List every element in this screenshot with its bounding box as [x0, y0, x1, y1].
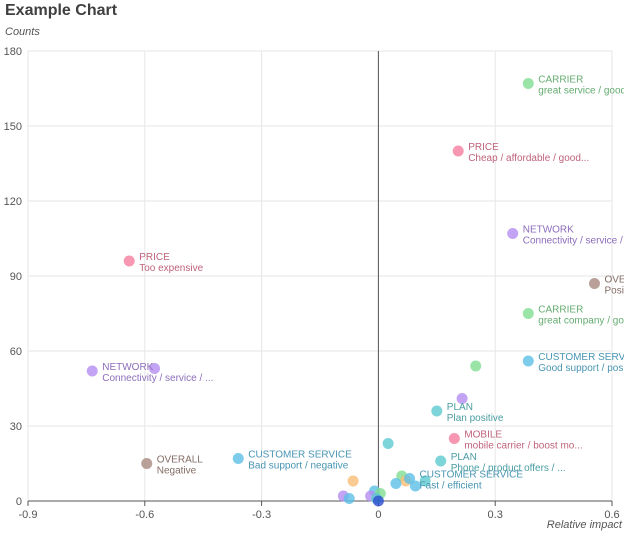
data-point-sublabel: mobile carrier / boost mo...	[464, 441, 582, 452]
data-point-label: OVER...	[604, 275, 624, 286]
data-point-sublabel: great service / good s...	[538, 86, 624, 97]
data-point	[86, 365, 98, 377]
data-point-label: PLAN	[447, 402, 473, 413]
data-point-label: PLAN	[451, 452, 477, 463]
data-point	[123, 255, 135, 267]
data-point-annotation: OVER...Positi...	[604, 275, 624, 297]
data-point	[522, 78, 534, 89]
data-point-sublabel: Connectivity / service / ...	[102, 373, 213, 384]
data-point	[435, 455, 447, 467]
data-point	[347, 475, 359, 487]
data-point	[149, 363, 161, 374]
data-point	[452, 145, 464, 157]
data-point-annotation: CUSTOMER SERVI...Good support / positiv.…	[538, 352, 624, 374]
data-point-label: NETWORK	[523, 225, 574, 236]
chart-title: Example Chart	[5, 2, 118, 19]
data-point	[470, 360, 482, 372]
data-point	[522, 308, 534, 319]
data-point-label: PRICE	[468, 142, 499, 153]
y-axis-label: Counts	[5, 26, 40, 38]
data-point	[456, 393, 468, 404]
data-point	[507, 228, 519, 239]
data-point	[343, 493, 355, 504]
data-point-label: PRICE	[139, 252, 170, 263]
x-tick-label: -0.9	[19, 509, 38, 521]
data-point-label: CUSTOMER SERVICE	[420, 470, 524, 481]
data-point-sublabel: Positi...	[604, 286, 624, 297]
data-point-label: CUSTOMER SERVICE	[248, 450, 352, 461]
data-point-sublabel: Cheap / affordable / good...	[468, 153, 589, 164]
data-point	[232, 453, 244, 464]
x-tick-label: -0.3	[252, 509, 271, 521]
y-tick-label: 150	[4, 121, 22, 133]
data-point	[448, 433, 460, 444]
data-point-sublabel: Too expensive	[139, 263, 203, 274]
data-point	[390, 478, 402, 489]
data-point	[419, 475, 431, 487]
y-tick-label: 60	[10, 346, 22, 358]
data-point	[522, 355, 534, 367]
x-tick-label: -0.6	[135, 509, 154, 521]
x-tick-label: 0	[375, 509, 381, 521]
data-point-sublabel: Plan positive	[447, 413, 504, 424]
data-point-label: MOBILE	[464, 430, 502, 441]
data-point-sublabel: Negative	[157, 466, 197, 477]
data-point-label: CARRIER	[538, 75, 583, 86]
data-point-label: NETWORK	[102, 362, 153, 373]
data-point	[141, 458, 153, 469]
data-point-sublabel: Fast / efficient	[420, 481, 482, 492]
y-tick-label: 90	[10, 271, 22, 283]
data-point-label: CUSTOMER SERVI...	[538, 352, 624, 363]
y-tick-label: 120	[4, 196, 22, 208]
data-point-label: CARRIER	[538, 305, 583, 316]
data-point-sublabel: Good support / positiv...	[538, 363, 624, 374]
data-point-sublabel: Bad support / negative	[248, 461, 349, 472]
data-point	[588, 278, 600, 289]
x-tick-label: 0.6	[604, 509, 619, 521]
data-point	[382, 438, 394, 449]
x-axis-label: Relative impact	[546, 519, 622, 531]
data-point	[431, 405, 443, 417]
data-point-sublabel: Phone / product offers / ...	[451, 463, 566, 474]
y-tick-label: 180	[4, 46, 22, 58]
data-point-sublabel: Connectivity / service / ...	[523, 236, 624, 247]
data-point-label: OVERALL	[157, 455, 204, 466]
y-tick-label: 30	[10, 421, 22, 433]
data-point-sublabel: great company / good...	[538, 316, 624, 327]
data-point	[404, 473, 416, 484]
data-point	[409, 480, 421, 492]
y-tick-label: 0	[16, 496, 22, 508]
data-point	[372, 495, 384, 507]
x-tick-label: 0.3	[488, 509, 503, 521]
